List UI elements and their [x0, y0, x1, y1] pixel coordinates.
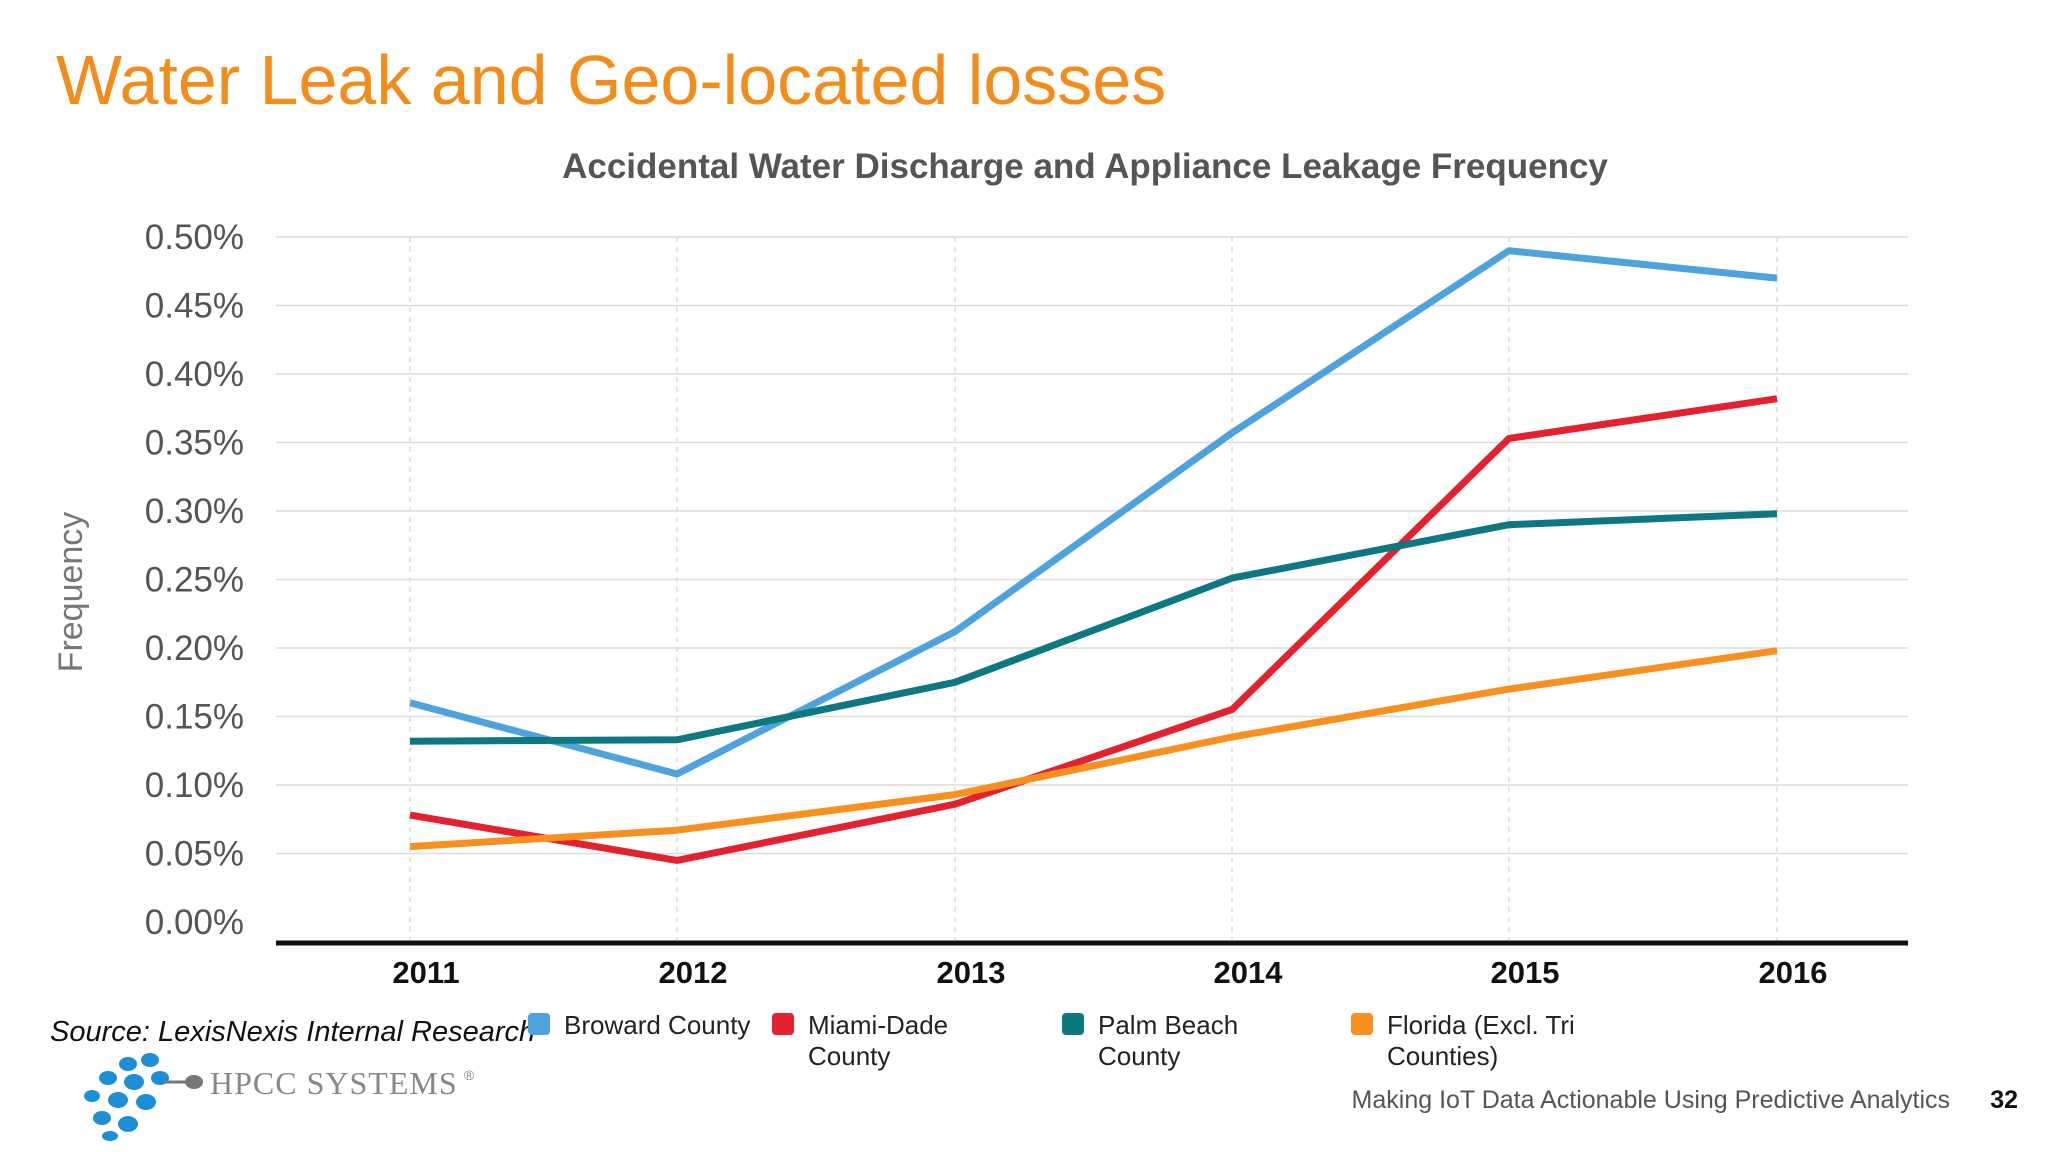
y-tick-label: 0.35% — [145, 424, 244, 463]
y-tick-label: 0.40% — [145, 355, 244, 394]
hpcc-systems-logo: HPCC SYSTEMS ® — [84, 1053, 475, 1141]
legend-swatch-miami-dade — [772, 1013, 794, 1035]
y-tick-label: 0.10% — [145, 766, 244, 805]
line-chart: Accidental Water Discharge and Appliance… — [52, 147, 1908, 990]
y-tick-label: 0.25% — [145, 561, 244, 600]
page-number: 32 — [1990, 1086, 2018, 1114]
series-line-3 — [409, 647, 1778, 851]
legend-item-palm-beach: Palm Beach County — [1062, 1010, 1258, 1072]
footer-text: Making IoT Data Actionable Using Predict… — [1351, 1086, 1950, 1114]
legend-item-miami-dade: Miami-Dade County — [772, 1010, 968, 1072]
legend-swatch-broward — [528, 1013, 550, 1035]
gridlines — [276, 236, 1908, 940]
legend-label-florida: Florida (Excl. Tri Counties) — [1387, 1010, 1575, 1071]
legend-swatch-palm-beach — [1062, 1013, 1084, 1035]
y-tick-label: 0.15% — [145, 698, 244, 737]
legend-swatch-florida — [1351, 1013, 1373, 1035]
y-tick-label: 0.30% — [145, 492, 244, 531]
logo-registered-mark: ® — [464, 1067, 475, 1083]
legend-label-palm-beach: Palm Beach County — [1098, 1010, 1239, 1071]
x-tick-label: 2014 — [1214, 955, 1284, 990]
series-line-2 — [409, 510, 1778, 745]
series-lines — [409, 247, 1778, 864]
x-tick-label: 2012 — [659, 955, 728, 990]
y-tick-label: 0.50% — [145, 218, 244, 257]
legend-item-florida: Florida (Excl. Tri Counties) — [1351, 1010, 1607, 1072]
x-tick-label: 2013 — [937, 955, 1006, 990]
logo-dots-icon — [84, 1053, 203, 1141]
x-tick-label: 2015 — [1491, 955, 1560, 990]
legend-item-broward: Broward County — [528, 1010, 764, 1041]
chart-title: Accidental Water Discharge and Appliance… — [562, 147, 1608, 186]
y-tick-label: 0.45% — [145, 287, 244, 326]
series-line-1 — [409, 395, 1778, 864]
y-tick-label: 0.05% — [145, 835, 244, 874]
logo-text: HPCC SYSTEMS — [210, 1065, 458, 1101]
slide-title: Water Leak and Geo-located losses — [56, 41, 1167, 119]
legend-label-broward: Broward County — [564, 1010, 751, 1040]
series-line-0 — [409, 247, 1778, 778]
x-tick-labels: 2011 2012 2013 2014 2015 2016 — [392, 955, 1827, 990]
y-tick-label: 0.00% — [145, 903, 244, 942]
x-tick-label: 2016 — [1759, 955, 1828, 990]
source-note: Source: LexisNexis Internal Research — [50, 1016, 536, 1048]
y-axis-label: Frequency — [52, 512, 90, 673]
y-tick-label: 0.20% — [145, 629, 244, 668]
y-tick-labels: 0.00% 0.05% 0.10% 0.15% 0.20% 0.25% 0.30% 0.35%… — [145, 218, 244, 942]
legend-label-miami-dade: Miami-Dade County — [808, 1010, 949, 1071]
x-tick-label: 2011 — [392, 955, 459, 990]
